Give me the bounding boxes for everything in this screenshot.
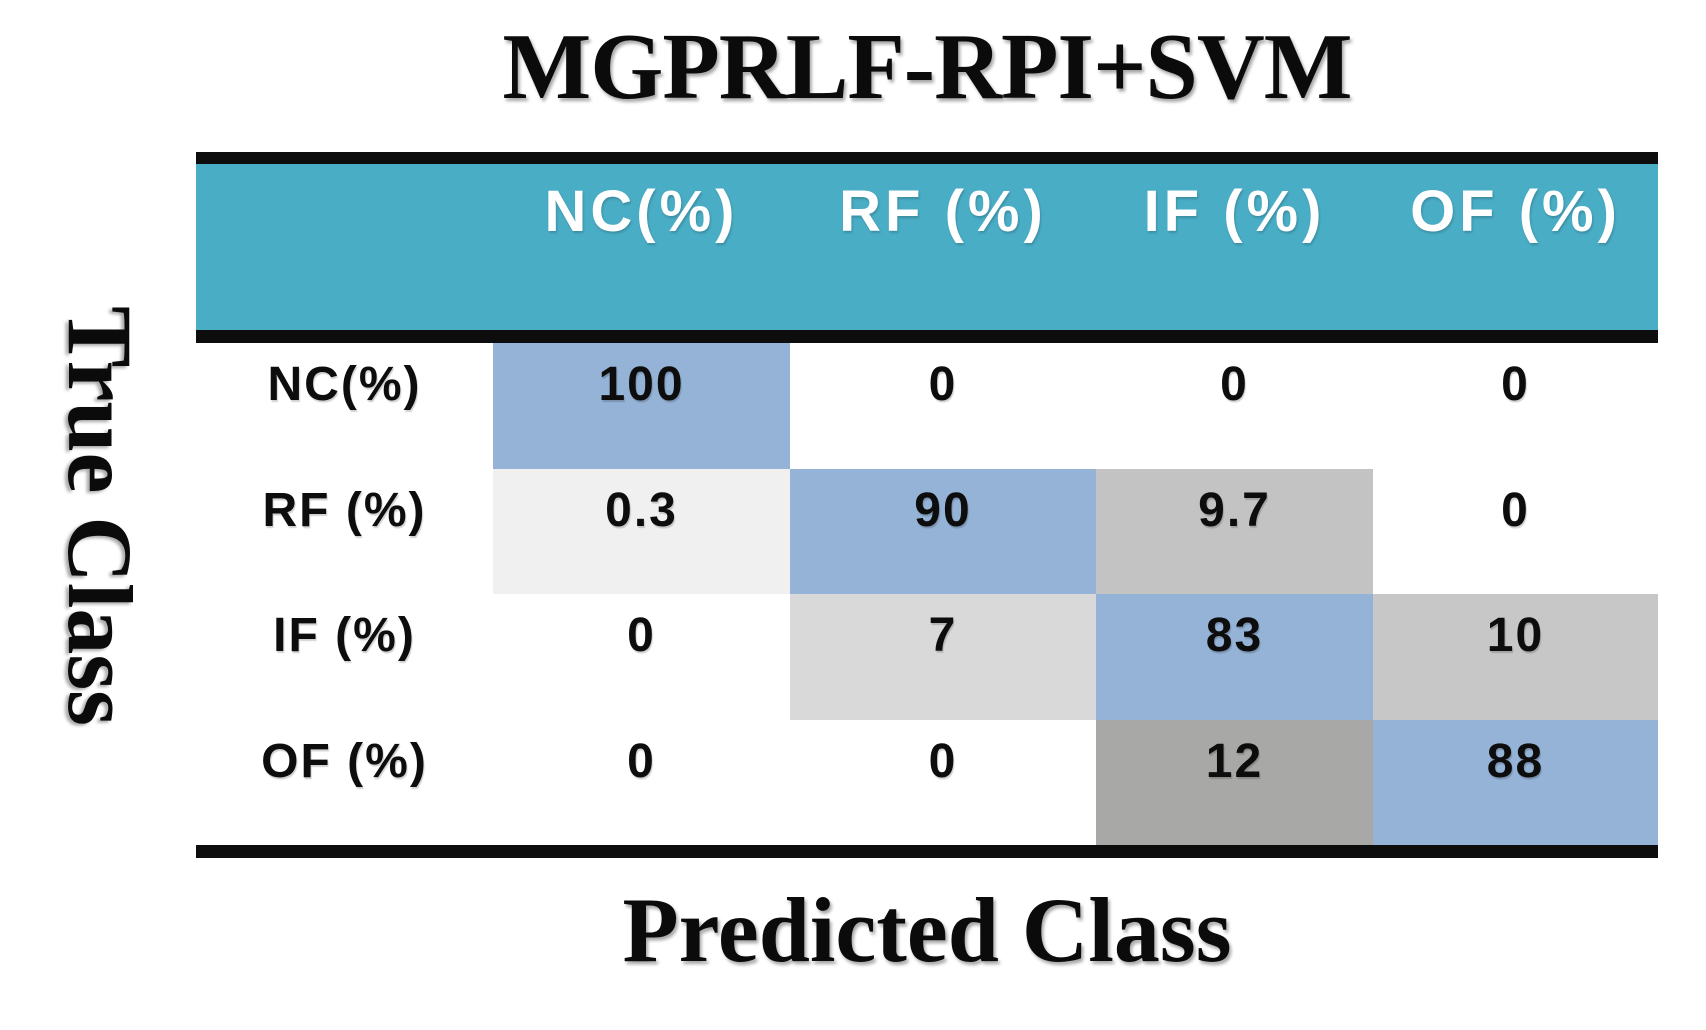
top-rule <box>196 152 1658 164</box>
matrix-cell-rf-rf: 90 <box>790 468 1096 594</box>
row-label-nc: NC(%) <box>267 358 422 411</box>
header-col-nc: NC(%) <box>544 179 739 244</box>
header-bottom-rule <box>196 330 1658 343</box>
matrix-cell-of-of: 88 <box>1373 719 1658 845</box>
matrix-cell-nc-if: 0 <box>1096 343 1373 469</box>
row-label-if: IF (%) <box>273 609 416 662</box>
header-col-of: OF (%) <box>1410 179 1621 244</box>
header-spacer <box>196 164 493 330</box>
row-label-of: OF (%) <box>261 734 428 788</box>
matrix-cell-nc-nc: 100 <box>493 343 790 469</box>
header-col-if: IF (%) <box>1143 179 1326 244</box>
figure-title: MGPRLF-RPI+SVM <box>502 15 1353 119</box>
matrix-cell-if-rf: 7 <box>790 594 1096 720</box>
matrix-cell-nc-rf: 0 <box>790 343 1096 469</box>
matrix-cell-if-if: 83 <box>1096 594 1373 720</box>
matrix-cell-nc-of: 0 <box>1373 343 1658 469</box>
matrix-cell-of-rf: 0 <box>790 719 1096 845</box>
header-col-rf: RF (%) <box>839 179 1047 244</box>
matrix-cell-rf-if: 9.7 <box>1096 468 1373 594</box>
bottom-rule <box>196 845 1658 858</box>
y-axis-label: True Class <box>49 306 151 726</box>
matrix-cell-rf-nc: 0.3 <box>493 468 790 594</box>
predicted-class-header-row: NC(%) RF (%) IF (%) OF (%) <box>196 164 1658 330</box>
confusion-matrix-grid: NC(%) 100 0 0 0 RF (%) 0.3 90 9.7 0 IF (… <box>196 343 1658 845</box>
matrix-cell-rf-of: 0 <box>1373 468 1658 594</box>
matrix-cell-if-nc: 0 <box>493 594 790 720</box>
matrix-cell-of-nc: 0 <box>493 719 790 845</box>
row-label-rf: RF (%) <box>262 483 427 537</box>
matrix-cell-if-of: 10 <box>1373 594 1658 720</box>
matrix-cell-of-if: 12 <box>1096 719 1373 845</box>
x-axis-label: Predicted Class <box>622 879 1232 981</box>
